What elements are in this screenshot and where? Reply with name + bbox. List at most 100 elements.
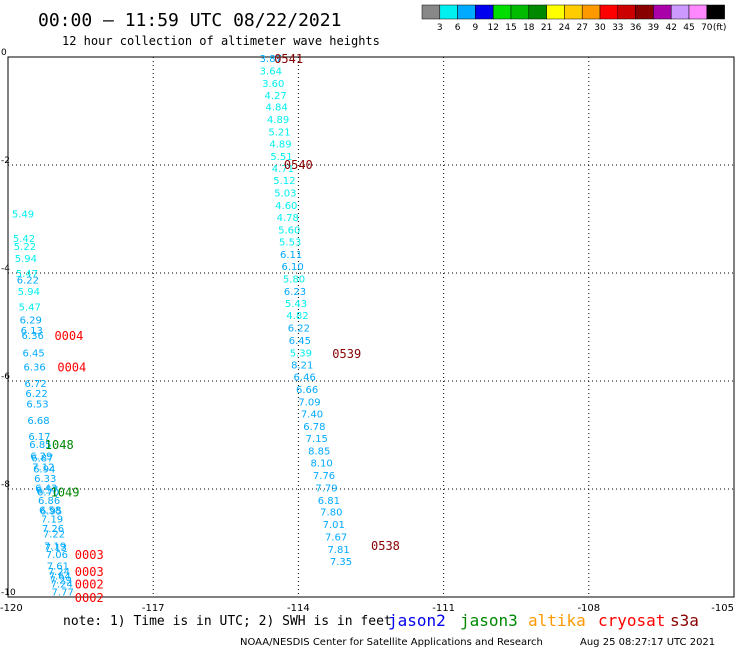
swh-point-label: 6.72 bbox=[24, 379, 46, 390]
swh-point-label: 6.10 bbox=[281, 262, 303, 273]
swh-point-label: 5.12 bbox=[273, 176, 295, 187]
swh-point-label: 6.78 bbox=[303, 422, 325, 433]
swh-point-label: 5.49 bbox=[12, 210, 34, 221]
colorbar-swatch bbox=[653, 4, 672, 20]
swh-point-label: 5.22 bbox=[14, 242, 36, 253]
swh-point-label: 7.22 bbox=[43, 529, 65, 540]
swh-point-label: 4.71 bbox=[272, 164, 294, 175]
swh-point-label: 4.89 bbox=[267, 115, 289, 126]
swh-point-label: 6.45 bbox=[23, 348, 45, 359]
colorbar-swatch bbox=[439, 4, 458, 20]
swh-point-label: 7.13 bbox=[45, 543, 67, 554]
swh-point-label: 5.80 bbox=[283, 274, 305, 285]
swh-point-label: 7.19 bbox=[41, 515, 63, 526]
colorbar-label: 9 bbox=[473, 23, 479, 33]
satellite-legend-cryosat: cryosat bbox=[598, 611, 665, 630]
swh-point-label: 6.53 bbox=[26, 400, 48, 411]
pass-time-label: 0003 bbox=[75, 565, 104, 579]
swh-point-label: 7.09 bbox=[298, 398, 320, 409]
plot-area: -120 -117 -114 -111 -108 -105 0 -2 -4 -6 -8 -10 3.… bbox=[0, 48, 735, 614]
y-tick-label: 0 bbox=[1, 48, 7, 58]
swh-point-label: 6.29 bbox=[30, 452, 52, 463]
swh-point-label: 6.22 bbox=[288, 324, 310, 335]
swh-point-label: 5.03 bbox=[274, 189, 296, 200]
swh-point-label: 6.33 bbox=[34, 474, 56, 485]
pass-time-label: 0539 bbox=[332, 347, 361, 361]
swh-point-label: 6.94 bbox=[33, 464, 55, 475]
pass-time-label: 0003 bbox=[75, 548, 104, 562]
swh-point-label: 6.43 bbox=[35, 483, 57, 494]
swh-point-label: 8.21 bbox=[291, 360, 313, 371]
satellite-legend: jason2 jason3 altika cryosat s3a bbox=[388, 611, 699, 630]
pass-time-label: 1048 bbox=[45, 438, 74, 452]
y-tick-label: -2 bbox=[1, 156, 10, 166]
swh-point-label: 4.60 bbox=[275, 201, 297, 212]
pass-time-label: 0004 bbox=[54, 329, 83, 343]
colorbar-legend: 3 6 9 12 15 18 21 24 27 30 33 36 39 42 45 70 (ft) bbox=[421, 4, 727, 33]
swh-point-label: 7.19 bbox=[44, 542, 66, 553]
swh-point-label: 8.10 bbox=[311, 459, 333, 470]
swh-point-label: 5.53 bbox=[279, 238, 301, 249]
swh-point-label: 7.81 bbox=[327, 545, 349, 556]
swh-point-label: 6.57 bbox=[36, 486, 58, 497]
swh-point-label: 7.76 bbox=[313, 471, 335, 482]
colorbar-swatch bbox=[617, 4, 636, 20]
swh-point-label: 5.51 bbox=[270, 152, 292, 163]
swh-point-label: 5.94 bbox=[18, 287, 40, 298]
grid-lines bbox=[8, 57, 734, 597]
satellite-legend-jason3: jason3 bbox=[460, 611, 518, 630]
y-tick-label: -8 bbox=[1, 480, 10, 490]
swh-point-label: 6.13 bbox=[21, 326, 43, 337]
swh-point-label: 7.61 bbox=[47, 562, 69, 573]
swh-point-label: 7.26 bbox=[42, 524, 64, 535]
swh-point-label: 7.79 bbox=[315, 483, 337, 494]
swh-point-label: 6.68 bbox=[27, 416, 49, 427]
colorbar-label: 6 bbox=[455, 23, 461, 33]
pass-time-label: 0004 bbox=[57, 360, 86, 374]
swh-point-label: 5.39 bbox=[290, 348, 312, 359]
swh-point-label: 5.60 bbox=[278, 225, 300, 236]
swh-point-label: 5.47 bbox=[16, 269, 38, 280]
swh-point-label: 7.01 bbox=[323, 520, 345, 531]
swh-point-label: 6.81 bbox=[318, 496, 340, 507]
swh-point-label: 7.80 bbox=[320, 508, 342, 519]
y-tick-label: -6 bbox=[1, 372, 10, 382]
chart-title: 00:00 – 11:59 UTC 08/22/2021 bbox=[38, 10, 341, 31]
colorbar-label: 18 bbox=[523, 23, 535, 33]
colorbar-unit: (ft) bbox=[713, 23, 727, 33]
swh-point-label: 6.85 bbox=[29, 440, 51, 451]
colorbar-label: 39 bbox=[648, 23, 660, 33]
pass-time-label: 1049 bbox=[51, 486, 80, 500]
swh-point-label: 5.21 bbox=[268, 128, 290, 139]
colorbar-swatch bbox=[457, 4, 476, 20]
chart-subtitle: 12 hour collection of altimeter wave hei… bbox=[62, 34, 380, 48]
colorbar-swatch bbox=[581, 4, 601, 20]
colorbar-swatch bbox=[492, 4, 512, 20]
swh-point-label: 7.12 bbox=[32, 462, 54, 473]
swh-point-label: 6.29 bbox=[20, 315, 42, 326]
colorbar-label: 27 bbox=[576, 23, 587, 33]
colorbar-label: 45 bbox=[683, 23, 694, 33]
swh-point-label: 7.40 bbox=[301, 409, 323, 420]
swh-point-label: 4.82 bbox=[286, 311, 308, 322]
pass-time-labels: 0541 0540 0539 0538 0004 0004 1048 1049 0003 0003… bbox=[45, 52, 400, 605]
colorbar-swatch bbox=[670, 4, 690, 20]
colorbar-label: 15 bbox=[505, 23, 516, 33]
swh-points: 3.873.643.604.274.844.895.214.895.514.71… bbox=[12, 54, 352, 599]
colorbar-swatch bbox=[510, 4, 530, 20]
x-tick-label: -105 bbox=[711, 603, 734, 614]
swh-point-label: 6.86 bbox=[38, 496, 60, 507]
swh-point-label: 7.15 bbox=[306, 434, 328, 445]
colorbar-swatch bbox=[635, 4, 654, 20]
swh-point-label: 7.67 bbox=[325, 533, 347, 544]
swh-point-label: 8.85 bbox=[308, 447, 330, 458]
swh-point-label: 6.11 bbox=[280, 250, 302, 261]
colorbar-label: 21 bbox=[541, 23, 552, 33]
swh-point-label: 5.43 bbox=[285, 299, 307, 310]
satellite-legend-s3a: s3a bbox=[670, 611, 699, 630]
swh-point-label: 3.64 bbox=[260, 67, 282, 78]
footer-credit: NOAA/NESDIS Center for Satellite Applica… bbox=[240, 637, 543, 648]
swh-point-label: 6.17 bbox=[28, 432, 50, 443]
swh-point-label: 3.60 bbox=[262, 79, 284, 90]
swh-point-label: 5.47 bbox=[19, 302, 41, 313]
